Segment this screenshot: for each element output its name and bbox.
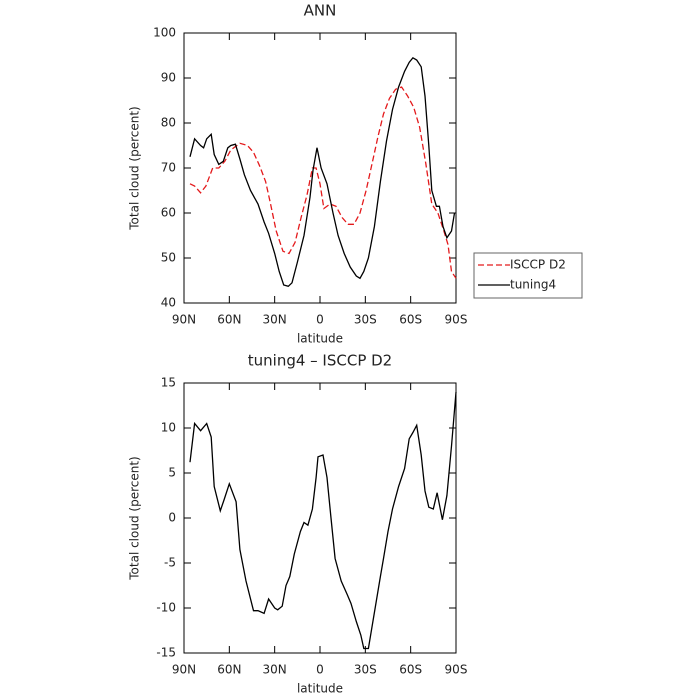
y-tick-label: 15	[161, 376, 176, 390]
chart-title: tuning4 – ISCCP D2	[248, 352, 392, 370]
y-tick-label: 70	[161, 161, 176, 175]
x-tick-label: 90N	[172, 313, 196, 327]
y-tick-label: 0	[168, 511, 176, 525]
y-tick-label: 90	[161, 71, 176, 85]
legend-label: tuning4	[510, 278, 556, 292]
data-line	[189, 391, 457, 650]
y-tick-label: 80	[161, 116, 176, 130]
x-tick-label: 30S	[354, 313, 377, 327]
y-tick-label: -15	[156, 646, 176, 660]
chart-title: ANN	[304, 2, 337, 20]
data-line	[189, 56, 456, 288]
y-tick-label: 100	[153, 26, 176, 40]
y-axis-label: Total cloud (percent)	[128, 106, 142, 230]
y-tick-label: 50	[161, 251, 176, 265]
y-axis-label: Total cloud (percent)	[128, 456, 142, 580]
x-tick-label: 90N	[172, 663, 196, 677]
plot-frame	[183, 32, 457, 304]
x-tick-label: 0	[316, 313, 324, 327]
legend-box	[473, 252, 583, 299]
y-tick-label: 40	[161, 296, 176, 310]
y-tick-label: -10	[156, 601, 176, 615]
y-tick-label: 5	[168, 466, 176, 480]
x-tick-label: 30S	[354, 663, 377, 677]
x-tick-label: 90S	[445, 663, 468, 677]
x-axis-label: latitude	[297, 682, 343, 696]
x-tick-label: 30N	[263, 663, 287, 677]
legend-label: ISCCP D2	[510, 258, 566, 272]
x-axis-label: latitude	[297, 332, 343, 346]
x-tick-label: 30N	[263, 313, 287, 327]
x-tick-label: 60N	[217, 663, 241, 677]
x-tick-label: 90S	[445, 313, 468, 327]
x-tick-label: 60S	[399, 663, 422, 677]
plot-frame	[183, 382, 457, 654]
y-tick-label: 10	[161, 421, 176, 435]
y-tick-label: -5	[164, 556, 176, 570]
x-tick-label: 60S	[399, 313, 422, 327]
x-tick-label: 0	[316, 663, 324, 677]
y-tick-label: 60	[161, 206, 176, 220]
x-tick-label: 60N	[217, 313, 241, 327]
data-line	[189, 86, 457, 279]
